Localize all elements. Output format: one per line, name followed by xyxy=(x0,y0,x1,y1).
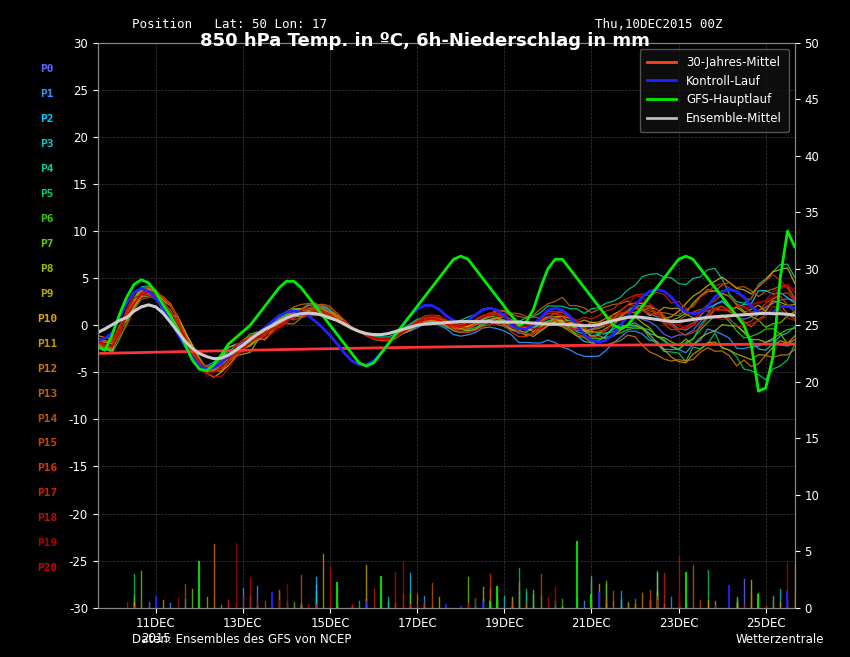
Text: P7: P7 xyxy=(40,238,54,249)
Text: P18: P18 xyxy=(37,513,57,524)
Text: Daten: Ensembles des GFS von NCEP: Daten: Ensembles des GFS von NCEP xyxy=(132,633,351,646)
Text: P15: P15 xyxy=(37,438,57,449)
Text: P20: P20 xyxy=(37,563,57,574)
Text: P12: P12 xyxy=(37,363,57,374)
Text: P3: P3 xyxy=(40,139,54,149)
Text: P16: P16 xyxy=(37,463,57,474)
Text: P13: P13 xyxy=(37,388,57,399)
Text: P6: P6 xyxy=(40,214,54,224)
Text: P1: P1 xyxy=(40,89,54,99)
Text: P19: P19 xyxy=(37,538,57,549)
Text: P11: P11 xyxy=(37,338,57,349)
Text: Position   Lat: 50 Lon: 17: Position Lat: 50 Lon: 17 xyxy=(132,18,326,32)
Text: P14: P14 xyxy=(37,413,57,424)
Text: P0: P0 xyxy=(40,64,54,74)
Text: Thu,10DEC2015 00Z: Thu,10DEC2015 00Z xyxy=(595,18,722,32)
Text: P17: P17 xyxy=(37,488,57,499)
Legend: 30-Jahres-Mittel, Kontroll-Lauf, GFS-Hauptlauf, Ensemble-Mittel: 30-Jahres-Mittel, Kontroll-Lauf, GFS-Hau… xyxy=(640,49,789,133)
Text: P9: P9 xyxy=(40,288,54,299)
Text: Wetterzentrale: Wetterzentrale xyxy=(736,633,824,646)
Text: P2: P2 xyxy=(40,114,54,124)
Text: P10: P10 xyxy=(37,313,57,324)
Text: P5: P5 xyxy=(40,189,54,199)
Text: P4: P4 xyxy=(40,164,54,174)
Text: 850 hPa Temp. in ºC, 6h-Niederschlag in mm: 850 hPa Temp. in ºC, 6h-Niederschlag in … xyxy=(200,32,650,50)
Text: P8: P8 xyxy=(40,263,54,274)
